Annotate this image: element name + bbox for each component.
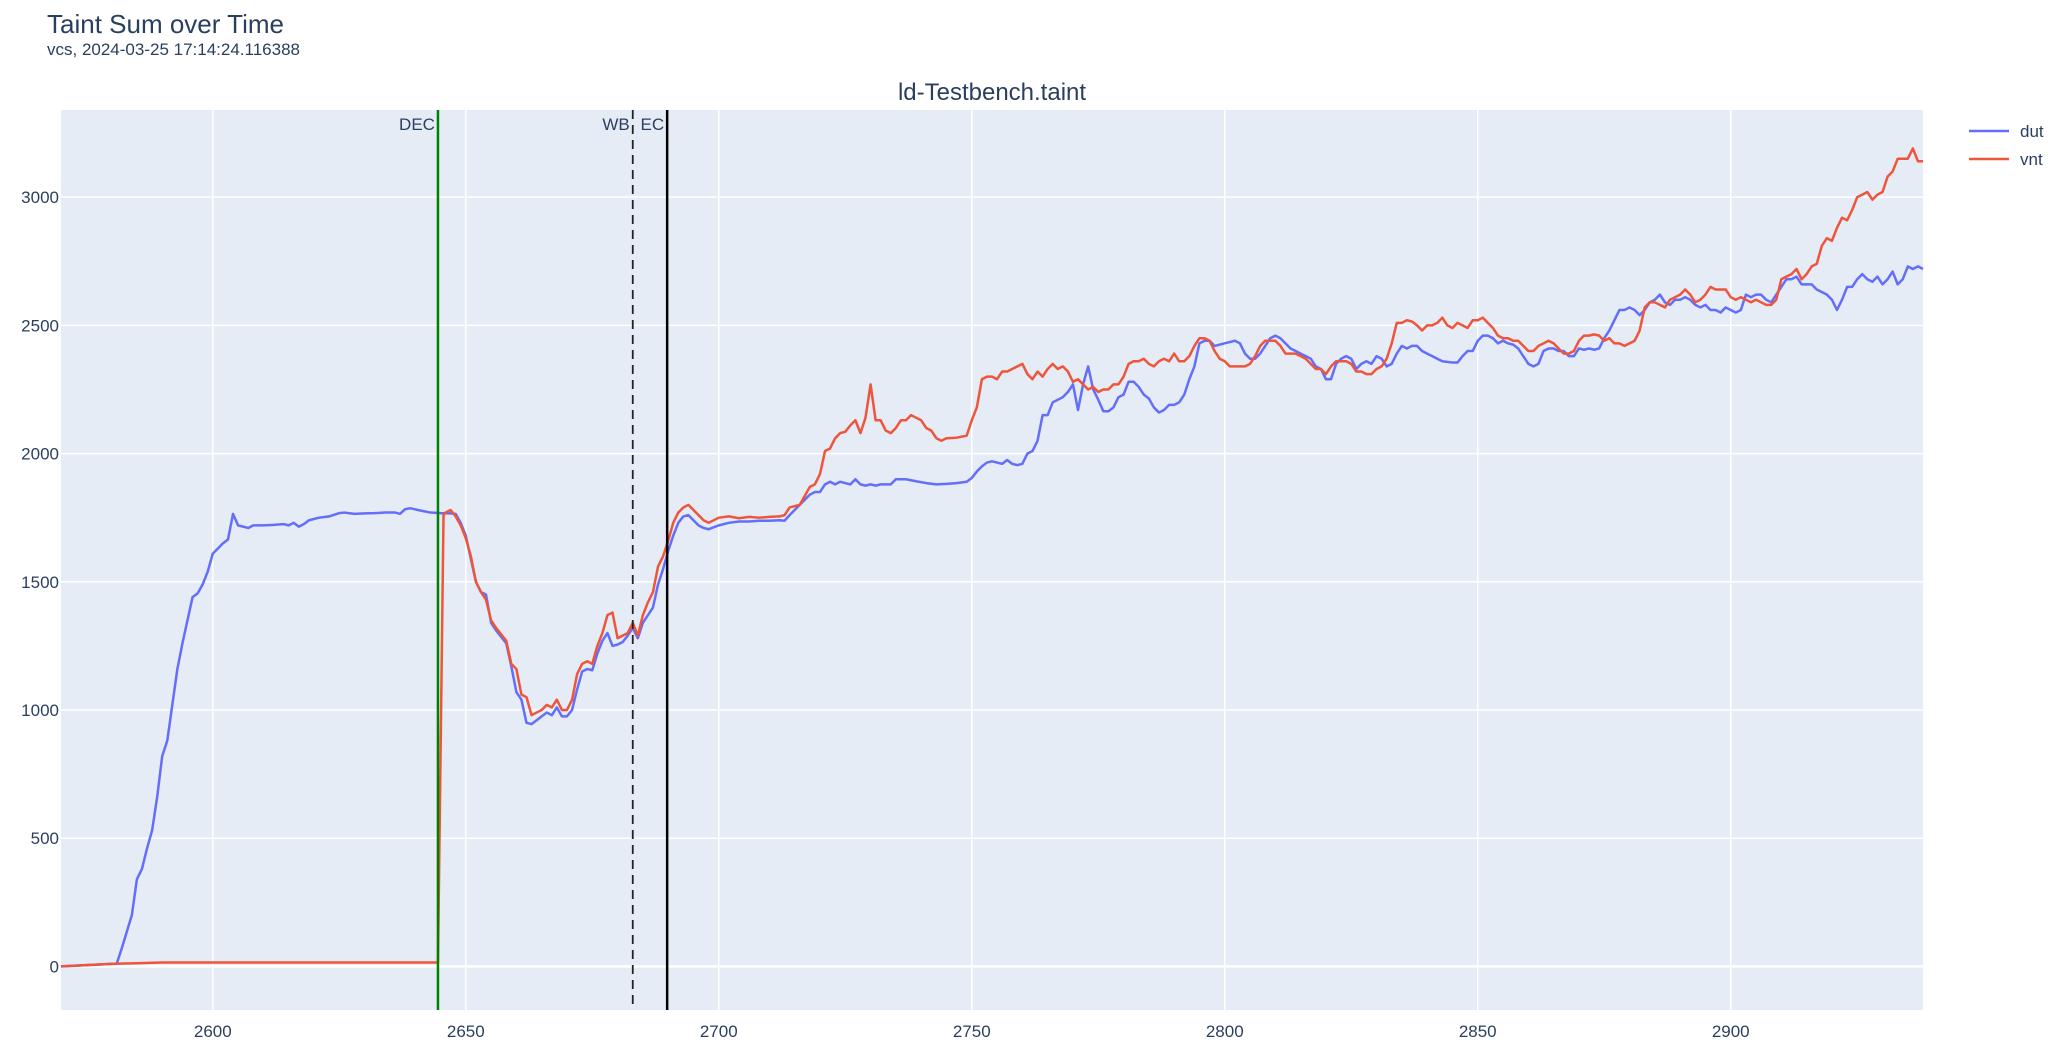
series-line-vnt bbox=[60, 147, 1923, 968]
x-tick-label: 2650 bbox=[447, 1022, 485, 1041]
x-tick-label: 2750 bbox=[953, 1022, 991, 1041]
x-tick-label: 2700 bbox=[700, 1022, 738, 1041]
vline-label-wb: WB bbox=[602, 115, 629, 134]
y-tick-label: 1000 bbox=[21, 701, 59, 720]
plot-title: ld-Testbench.taint bbox=[898, 79, 1086, 106]
plot-area bbox=[61, 110, 1923, 1010]
vline-label-ec: EC bbox=[641, 115, 665, 134]
x-axis-ticks: 2600 2650 2700 2750 2800 2850 2900 bbox=[194, 1022, 1750, 1041]
figure-header: Taint Sum over Time vcs, 2024-03-25 17:1… bbox=[47, 8, 300, 60]
y-tick-label: 0 bbox=[50, 957, 59, 976]
legend-label-vnt: vnt bbox=[2020, 150, 2043, 169]
x-tick-label: 2600 bbox=[194, 1022, 232, 1041]
y-tick-label: 2500 bbox=[21, 316, 59, 335]
figure-title: Taint Sum over Time bbox=[47, 9, 284, 39]
event-lines: DEC WB EC bbox=[399, 110, 669, 1010]
y-tick-label: 1500 bbox=[21, 573, 59, 592]
legend-label-dut: dut bbox=[2020, 122, 2044, 141]
x-tick-label: 2900 bbox=[1712, 1022, 1750, 1041]
x-tick-label: 2800 bbox=[1206, 1022, 1244, 1041]
y-tick-label: 3000 bbox=[21, 188, 59, 207]
x-tick-label: 2850 bbox=[1459, 1022, 1497, 1041]
series-lines bbox=[60, 147, 1924, 968]
legend[interactable]: dut vnt bbox=[1969, 122, 2044, 169]
y-tick-label: 2000 bbox=[21, 445, 59, 464]
figure-subtitle: vcs, 2024-03-25 17:14:24.116388 bbox=[47, 40, 300, 59]
vline-label-dec: DEC bbox=[399, 115, 435, 134]
y-tick-label: 500 bbox=[31, 829, 59, 848]
y-axis-ticks: 0 500 1000 1500 2000 2500 3000 bbox=[21, 188, 59, 976]
